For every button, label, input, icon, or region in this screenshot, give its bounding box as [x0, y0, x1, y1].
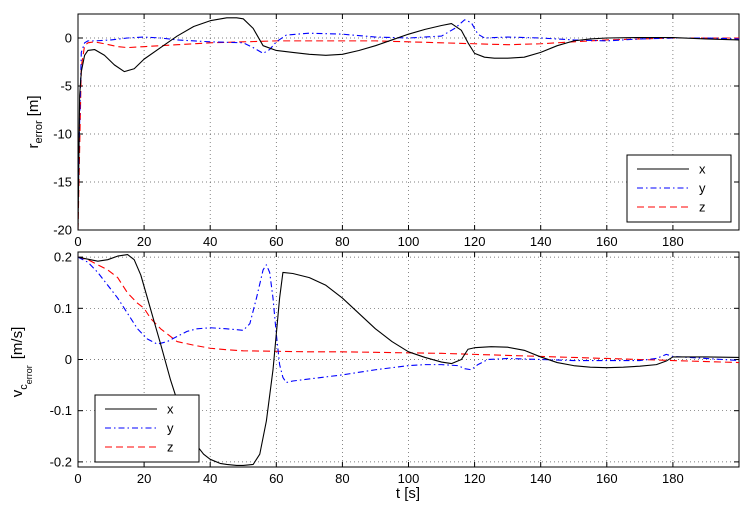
bottom-legend-label-z: z — [167, 440, 174, 455]
top-y-tick-label: -15 — [53, 175, 72, 190]
top-y-tick-label: -20 — [53, 223, 72, 238]
bottom-x-tick-label: 0 — [74, 471, 81, 486]
bottom-x-tick-label: 140 — [530, 471, 552, 486]
bottom-y-tick-label: -0.1 — [50, 403, 72, 418]
bottom-x-tick-label: 100 — [398, 471, 420, 486]
top-legend-label-y: y — [699, 181, 706, 196]
bottom-legend: xyz — [94, 394, 200, 463]
top-x-tick-label: 160 — [596, 234, 618, 249]
bottom-y-tick-labels: -0.2 -0.1 0 0.1 0.2 — [50, 250, 72, 470]
top-legend-label-z: z — [699, 200, 706, 215]
top-x-tick-label: 20 — [137, 234, 151, 249]
top-series — [78, 17, 739, 230]
bottom-y-tick-label: 0.1 — [54, 301, 72, 316]
bottom-y-axis-label: vcerror [m/s] — [9, 327, 34, 398]
top-y-tick-label: -10 — [53, 127, 72, 142]
bottom-tick-marks — [77, 252, 739, 467]
top-y-axis-label-main: r — [25, 144, 42, 149]
bottom-legend-label-y: y — [167, 421, 174, 436]
top-x-tick-label: 0 — [74, 234, 81, 249]
top-y-axis-label: rerror [m] — [25, 95, 45, 148]
top-x-tick-label: 140 — [530, 234, 552, 249]
bottom-series-z — [78, 256, 739, 364]
bottom-y-tick-label: -0.2 — [50, 454, 72, 469]
bottom-x-tick-label: 120 — [464, 471, 486, 486]
top-x-tick-label: 180 — [662, 234, 684, 249]
bottom-legend-items: xyz — [105, 402, 174, 455]
bottom-x-tick-label: 40 — [203, 471, 217, 486]
top-x-tick-label: 40 — [203, 234, 217, 249]
top-x-tick-labels: 0 20 40 60 80 100 120 140 160 180 — [74, 234, 683, 249]
bottom-y-tick-label: 0 — [65, 352, 72, 367]
top-series-z — [78, 37, 739, 230]
top-legend: xyz — [626, 154, 732, 223]
bottom-series-x — [78, 254, 739, 467]
top-y-tick-label: 0 — [65, 31, 72, 46]
bottom-x-tick-label: 60 — [269, 471, 283, 486]
bottom-x-tick-labels: 0 20 40 60 80 100 120 140 160 180 — [74, 471, 683, 486]
bottom-series-y — [78, 256, 739, 384]
bottom-y-axis-label-unit: [m/s] — [9, 327, 26, 360]
bottom-legend-label-x: x — [167, 402, 174, 417]
top-y-axis-label-unit: [m] — [25, 95, 42, 116]
top-y-tick-label: -5 — [60, 79, 72, 94]
top-y-axis-label-subscript: error — [33, 120, 45, 144]
top-legend-items: xyz — [637, 162, 706, 215]
bottom-x-tick-label: 80 — [335, 471, 349, 486]
top-x-tick-label: 60 — [269, 234, 283, 249]
bottom-y-axis-label-subscript: c — [18, 384, 30, 390]
bottom-x-axis-label: t [s] — [396, 485, 420, 502]
top-y-tick-labels: -20 -15 -10 -5 0 — [53, 31, 72, 238]
bottom-series — [78, 254, 739, 467]
top-axes: 0 20 40 60 80 100 120 140 160 180 -20 -15 -10 -5 0 re… — [25, 13, 740, 249]
top-series-x — [78, 17, 739, 230]
bottom-x-tick-label: 180 — [662, 471, 684, 486]
top-x-tick-label: 120 — [464, 234, 486, 249]
bottom-x-tick-label: 160 — [596, 471, 618, 486]
bottom-y-axis-label-subsubscript: error — [24, 365, 34, 384]
bottom-y-axis-label-main: v — [9, 389, 26, 397]
bottom-y-tick-label: 0.2 — [54, 250, 72, 265]
top-x-tick-label: 100 — [398, 234, 420, 249]
top-x-tick-label: 80 — [335, 234, 349, 249]
bottom-x-tick-label: 20 — [137, 471, 151, 486]
bottom-axes: 0 20 40 60 80 100 120 140 160 180 -0.2 -0.1 0 0.1 0.2… — [9, 250, 740, 502]
top-legend-label-x: x — [699, 162, 706, 177]
